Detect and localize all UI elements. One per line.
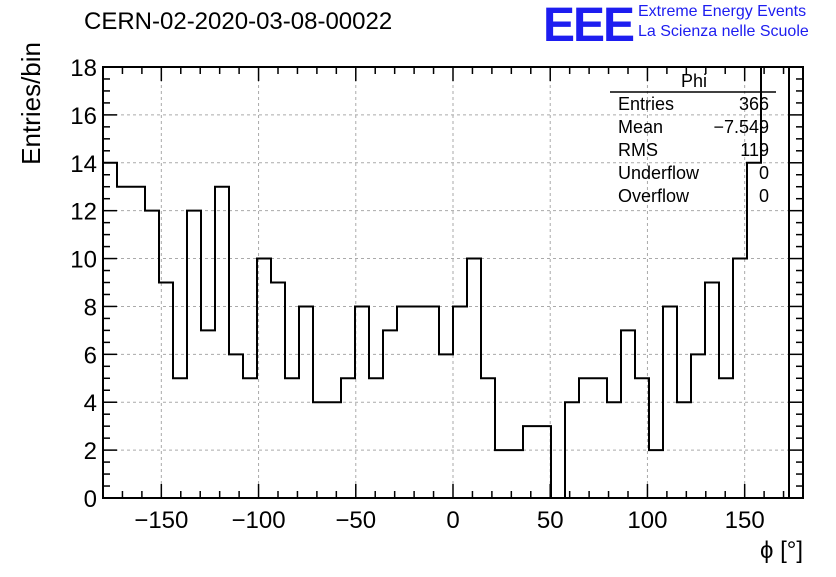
histogram-bar	[579, 378, 593, 498]
stats-box-title: Phi	[681, 71, 707, 91]
histogram-bar	[775, 67, 789, 498]
histogram-bar	[313, 402, 327, 498]
histogram-bar	[691, 354, 705, 498]
histogram-bar	[747, 163, 761, 498]
x-tick-label: −50	[335, 507, 376, 534]
histogram-bar	[327, 402, 341, 498]
histogram-bar	[495, 450, 509, 498]
histogram-bar	[145, 211, 159, 498]
stats-overflow-value: 0	[759, 186, 769, 206]
histogram-bar	[719, 378, 733, 498]
histogram-bar	[355, 306, 369, 498]
histogram-bar	[607, 402, 621, 498]
y-tick-label: 16	[70, 103, 97, 130]
stats-mean-value: −7.549	[713, 117, 769, 137]
run-title: CERN-02-2020-03-08-00022	[84, 8, 393, 35]
histogram-bar	[481, 378, 495, 498]
stats-mean-label: Mean	[618, 117, 663, 137]
histogram-bar	[159, 283, 173, 499]
histogram-bar	[299, 306, 313, 498]
axis-ticks	[102, 66, 804, 499]
histogram-bar	[593, 378, 607, 498]
histogram-bar	[621, 330, 635, 498]
stats-underflow-value: 0	[759, 163, 769, 183]
histogram-bar	[649, 450, 663, 498]
x-tick-label: −150	[134, 507, 188, 534]
histogram-bar	[439, 354, 453, 498]
histogram-bar	[523, 426, 537, 498]
histogram-bar	[425, 306, 439, 498]
y-tick-label: 4	[84, 390, 97, 417]
histogram-bar	[467, 259, 481, 498]
y-tick-label: 14	[70, 151, 97, 178]
x-tick-label: 150	[725, 507, 765, 534]
histogram-bar	[537, 426, 551, 498]
y-axis-label: Entries/bin	[16, 42, 46, 165]
stats-rms-value: 119	[740, 140, 769, 160]
histogram-bar	[733, 259, 747, 498]
histogram-bar	[565, 402, 579, 498]
eee-logo: EEE	[543, 0, 635, 52]
x-axis-label: ϕ [°]	[760, 537, 803, 564]
x-tick-label: −100	[232, 507, 286, 534]
x-tick-label: 100	[627, 507, 667, 534]
y-tick-label: 12	[70, 199, 97, 226]
histogram-bar	[453, 306, 467, 498]
histogram-bar	[369, 378, 383, 498]
histogram-bar	[187, 211, 201, 498]
histogram-bar	[705, 283, 719, 499]
histogram-bars	[103, 67, 789, 498]
histogram-bar	[131, 187, 145, 498]
histogram-bar	[257, 259, 271, 498]
y-tick-labels: 0 2 4 6 8 10 12 14 16 18	[70, 55, 97, 513]
stats-entries-label: Entries	[618, 94, 674, 114]
y-tick-label: 8	[84, 294, 97, 321]
y-tick-label: 2	[84, 438, 97, 465]
y-tick-label: 18	[70, 55, 97, 82]
histogram-bar	[117, 187, 131, 498]
stats-underflow-label: Underflow	[618, 163, 700, 183]
histogram-bar	[341, 378, 355, 498]
histogram-bar	[509, 450, 523, 498]
histogram-bar	[243, 378, 257, 498]
x-tick-label: 50	[537, 507, 564, 534]
histogram-bar	[663, 306, 677, 498]
eee-logo-line2: La Scienza nelle Scuole	[638, 23, 809, 40]
histogram-bar	[271, 283, 285, 499]
stats-overflow-label: Overflow	[618, 186, 690, 206]
stats-rms-label: RMS	[618, 140, 658, 160]
x-tick-labels: −150 −100 −50 0 50 100 150	[134, 507, 764, 534]
stats-box: Phi Entries 366 Mean −7.549 RMS 119 Unde…	[610, 71, 776, 206]
histogram-bar	[635, 378, 649, 498]
histogram-bar	[229, 354, 243, 498]
y-tick-label: 0	[84, 486, 97, 513]
stats-entries-value: 366	[739, 94, 769, 114]
y-tick-label: 6	[84, 342, 97, 369]
histogram-bar	[201, 330, 215, 498]
eee-logo-line1: Extreme Energy Events	[638, 3, 807, 20]
histogram-bar	[397, 306, 411, 498]
histogram-bar	[411, 306, 425, 498]
histogram-outline	[103, 66, 803, 499]
histogram-bar	[215, 187, 229, 498]
histogram-bar	[285, 378, 299, 498]
histogram-bar	[383, 330, 397, 498]
histogram-bar	[677, 402, 691, 498]
y-tick-label: 10	[70, 247, 97, 274]
histogram-bar	[173, 378, 187, 498]
x-tick-label: 0	[446, 507, 459, 534]
